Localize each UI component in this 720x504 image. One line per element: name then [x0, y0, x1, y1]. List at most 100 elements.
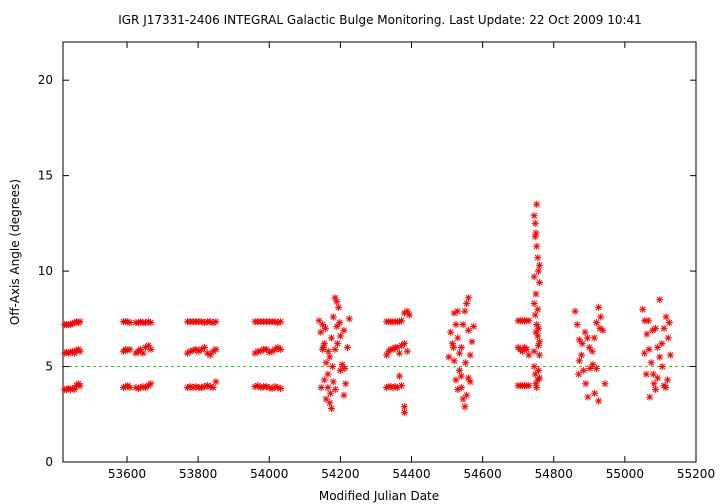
data-point [654, 343, 662, 351]
data-point [534, 324, 542, 332]
data-point [400, 408, 408, 416]
data-point [654, 374, 662, 382]
data-point [532, 290, 540, 298]
data-point [324, 384, 332, 392]
x-axis-title: Modified Julian Date [319, 489, 439, 503]
data-point [452, 321, 460, 329]
data-point [656, 353, 664, 361]
data-point [212, 345, 220, 353]
data-point [319, 343, 327, 351]
y-tick-label: 15 [38, 169, 53, 183]
x-tick-label: 54000 [250, 467, 288, 481]
data-point [403, 347, 411, 355]
data-point [448, 340, 456, 348]
data-point [329, 363, 337, 371]
data-point [658, 363, 666, 371]
data-point [590, 334, 598, 342]
data-point [586, 364, 594, 372]
data-point [533, 242, 541, 250]
x-tick-label: 53600 [108, 467, 146, 481]
data-point [126, 319, 134, 327]
data-point [525, 351, 533, 359]
data-point [147, 319, 155, 327]
data-point [575, 357, 583, 365]
data-point [338, 361, 346, 369]
data-point [447, 328, 455, 336]
data-point [147, 380, 155, 388]
data-point [398, 382, 406, 390]
data-point [345, 315, 353, 323]
data-point [534, 366, 542, 374]
plot-area-frame [62, 41, 697, 463]
data-point [596, 324, 604, 332]
chart-title: IGR J17331-2406 INTEGRAL Galactic Bulge … [118, 13, 642, 27]
data-point [530, 300, 538, 308]
y-tick-label: 20 [38, 73, 53, 87]
data-point [331, 345, 339, 353]
data-point [324, 347, 332, 355]
data-point [320, 376, 328, 384]
data-point [582, 380, 590, 388]
data-point [536, 374, 544, 382]
data-point [319, 321, 327, 329]
data-point [645, 345, 653, 353]
data-point [639, 305, 647, 313]
data-point [398, 317, 406, 325]
y-tick-label: 10 [38, 264, 53, 278]
data-point [531, 219, 539, 227]
data-point [536, 261, 544, 269]
data-point [340, 326, 348, 334]
data-point [331, 385, 339, 393]
data-point [212, 378, 220, 386]
data-point [326, 389, 334, 397]
data-point [592, 364, 600, 372]
data-point [457, 343, 465, 351]
data-point [536, 351, 544, 359]
data-point [336, 319, 344, 327]
data-point [454, 307, 462, 315]
x-tick-label: 54400 [392, 467, 430, 481]
data-point [649, 326, 657, 334]
data-point [76, 382, 84, 390]
data-point [468, 338, 476, 346]
data-point [643, 330, 651, 338]
data-point [327, 405, 335, 413]
data-point [651, 385, 659, 393]
data-point [454, 334, 462, 342]
data-point [578, 340, 586, 348]
data-point [662, 313, 670, 321]
data-point [326, 353, 334, 361]
data-point [76, 347, 84, 355]
data-point [647, 359, 655, 367]
data-point [464, 326, 472, 334]
data-point [126, 384, 134, 392]
data-point [463, 391, 471, 399]
data-point [585, 343, 593, 351]
data-point [530, 273, 538, 281]
data-point [277, 385, 285, 392]
data-point [534, 342, 542, 350]
data-point [326, 399, 334, 407]
data-point [532, 328, 540, 336]
data-point [589, 361, 597, 369]
data-point [452, 376, 460, 384]
data-point [584, 393, 592, 401]
data-point [126, 345, 134, 353]
data-point [340, 391, 348, 399]
data-point [389, 384, 397, 392]
data-point [592, 319, 600, 327]
data-point [665, 319, 673, 327]
data-point [456, 349, 464, 357]
x-tick-label: 54200 [321, 467, 359, 481]
data-point [595, 397, 603, 405]
data-point [147, 345, 155, 353]
y-axis-title: Off-Axis Angle (degrees) [8, 179, 22, 325]
data-point [336, 332, 344, 340]
x-tick-label: 55000 [606, 467, 644, 481]
data-point [317, 384, 325, 392]
data-point [573, 321, 581, 329]
data-point [395, 349, 403, 357]
data-point [456, 366, 464, 374]
data-point [459, 321, 467, 329]
